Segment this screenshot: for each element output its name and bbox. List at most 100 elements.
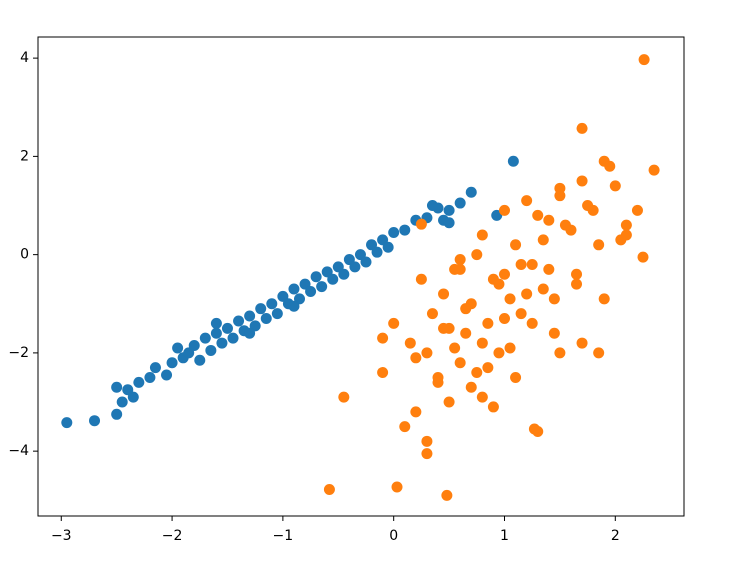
- scatter-point: [116, 396, 128, 408]
- scatter-point: [399, 224, 411, 236]
- scatter-point: [382, 241, 394, 253]
- scatter-point: [454, 197, 466, 209]
- scatter-point: [205, 344, 217, 356]
- scatter-point: [260, 313, 272, 325]
- scatter-point: [637, 251, 649, 263]
- scatter-point: [288, 300, 300, 312]
- scatter-point: [498, 313, 510, 325]
- scatter-point: [493, 347, 505, 359]
- scatter-point: [471, 249, 483, 261]
- scatter-point: [244, 327, 256, 339]
- scatter-point: [504, 293, 516, 305]
- scatter-point: [482, 362, 494, 374]
- scatter-point: [638, 54, 650, 66]
- scatter-point: [127, 391, 139, 403]
- scatter-point: [172, 342, 184, 354]
- x-tick-label: 1: [500, 528, 509, 544]
- scatter-point: [244, 310, 256, 322]
- scatter-point: [526, 258, 538, 270]
- y-tick-label: −2: [8, 345, 29, 361]
- scatter-point: [410, 352, 422, 364]
- scatter-point: [521, 195, 533, 207]
- scatter-point: [476, 229, 488, 241]
- scatter-point: [166, 357, 178, 369]
- scatter-point: [310, 271, 322, 283]
- scatter-point: [404, 337, 416, 349]
- scatter-point: [266, 298, 278, 310]
- scatter-point: [443, 204, 455, 216]
- scatter-point: [133, 376, 145, 388]
- scatter-point: [521, 288, 533, 300]
- scatter-point: [271, 308, 283, 320]
- scatter-point: [460, 327, 472, 339]
- scatter-point: [620, 219, 632, 231]
- scatter-point: [388, 227, 400, 239]
- scatter-point: [631, 204, 643, 216]
- scatter-point: [338, 268, 350, 280]
- scatter-point: [482, 317, 494, 329]
- scatter-point: [648, 164, 660, 176]
- scatter-point: [421, 448, 433, 460]
- scatter-point: [144, 371, 156, 383]
- scatter-point: [199, 332, 211, 344]
- scatter-point: [543, 214, 555, 226]
- scatter-point: [61, 417, 73, 429]
- y-tick-label: 0: [20, 247, 29, 263]
- scatter-point: [582, 200, 594, 212]
- scatter-point: [349, 261, 361, 273]
- x-tick-label: 0: [389, 528, 398, 544]
- scatter-point: [510, 239, 522, 251]
- scatter-point: [543, 263, 555, 275]
- scatter-point: [377, 367, 389, 379]
- scatter-point: [515, 308, 527, 320]
- scatter-point: [399, 421, 411, 433]
- scatter-point: [537, 234, 549, 246]
- scatter-point: [377, 332, 389, 344]
- scatter-point: [338, 391, 350, 403]
- scatter-point: [415, 273, 427, 285]
- scatter-point: [548, 327, 560, 339]
- scatter-point: [360, 256, 372, 268]
- scatter-point: [593, 239, 605, 251]
- scatter-point: [454, 357, 466, 369]
- scatter-point: [598, 293, 610, 305]
- scatter-point: [604, 160, 616, 172]
- scatter-point: [504, 342, 516, 354]
- scatter-point: [426, 200, 438, 212]
- scatter-point: [255, 303, 267, 315]
- scatter-point: [476, 391, 488, 403]
- scatter-point: [410, 406, 422, 418]
- scatter-point: [426, 308, 438, 320]
- scatter-point: [438, 288, 450, 300]
- scatter-point: [571, 278, 583, 290]
- scatter-point: [576, 337, 588, 349]
- scatter-point: [465, 381, 477, 393]
- y-tick-label: 2: [20, 148, 29, 164]
- x-tick-label: 2: [611, 528, 620, 544]
- scatter-point: [233, 315, 245, 327]
- scatter-point: [432, 371, 444, 383]
- scatter-point: [571, 268, 583, 280]
- scatter-point: [194, 354, 206, 366]
- scatter-point: [487, 401, 499, 413]
- x-tick-label: −2: [162, 528, 183, 544]
- scatter-point: [576, 122, 588, 134]
- scatter-point: [507, 155, 519, 167]
- scatter-point: [454, 254, 466, 266]
- scatter-point: [221, 322, 233, 334]
- scatter-point: [188, 340, 200, 352]
- scatter-point: [305, 285, 317, 297]
- scatter-point: [515, 258, 527, 270]
- scatter-point: [327, 273, 339, 285]
- scatter-point: [443, 396, 455, 408]
- scatter-point: [593, 347, 605, 359]
- scatter-point: [554, 347, 566, 359]
- scatter-point: [471, 367, 483, 379]
- scatter-point: [421, 347, 433, 359]
- scatter-point: [493, 278, 505, 290]
- scatter-point: [288, 283, 300, 295]
- scatter-point: [161, 369, 173, 381]
- scatter-point: [526, 317, 538, 329]
- scatter-point: [89, 415, 101, 427]
